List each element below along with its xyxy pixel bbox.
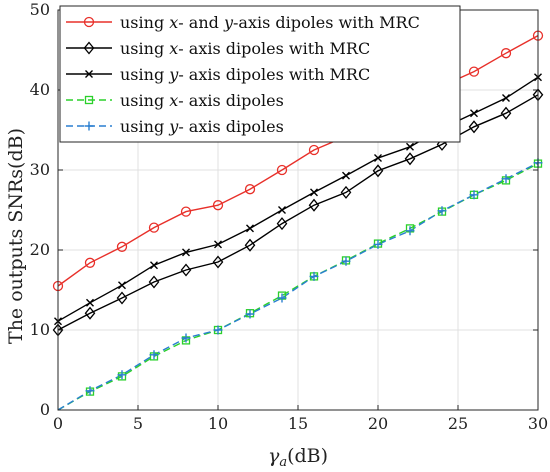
- x-tick-label: 30: [528, 414, 548, 433]
- data-point-s5: [85, 386, 95, 396]
- data-point-s5: [405, 226, 415, 236]
- x-tick-label: 10: [208, 414, 228, 433]
- data-point-s3: [374, 154, 382, 162]
- data-point-s1: [468, 66, 480, 77]
- legend-entry-3: using y- axis dipoles with MRC: [120, 65, 370, 84]
- data-point-s5: [309, 271, 319, 281]
- data-point-s1: [244, 184, 256, 195]
- data-point-s2: [372, 164, 384, 178]
- data-point-s5: [437, 206, 447, 216]
- data-point-s3: [214, 240, 222, 249]
- data-point-s2: [244, 238, 256, 252]
- data-point-s1: [500, 48, 512, 59]
- legend-swatch-marker-2: [83, 41, 95, 55]
- data-point-s2: [84, 306, 96, 320]
- data-point-s1: [148, 222, 160, 233]
- data-point-s5: [181, 333, 191, 343]
- data-point-s2: [468, 120, 480, 134]
- data-point-s5: [277, 293, 287, 303]
- data-point-s3: [86, 298, 94, 307]
- data-point-s3: [502, 94, 510, 102]
- data-point-s3: [470, 109, 478, 118]
- x-tick-label: 25: [448, 414, 468, 433]
- data-point-s3: [118, 281, 126, 290]
- data-point-s5: [117, 370, 127, 380]
- legend: using x- and y-axis dipoles with MRC usi…: [59, 5, 461, 143]
- data-point-s2: [404, 152, 416, 166]
- legend-swatch-marker-3: [85, 70, 93, 78]
- data-point-s2: [148, 275, 160, 289]
- data-point-s2: [436, 137, 448, 151]
- y-axis-label: The outputs SNRs(dB): [5, 128, 27, 344]
- data-point-s3: [406, 142, 414, 151]
- legend-swatch-marker-4: [84, 95, 94, 105]
- data-point-s5: [373, 239, 383, 249]
- y-tick-label: 30: [30, 160, 50, 179]
- x-tick-label: 15: [288, 414, 308, 433]
- y-tick-label: 10: [30, 320, 50, 339]
- data-point-s2: [212, 255, 224, 269]
- data-point-s1: [276, 164, 288, 176]
- series-line-5: [57, 162, 539, 411]
- data-point-s1: [84, 257, 96, 268]
- data-point-s1: [116, 241, 128, 252]
- data-point-s2: [308, 198, 320, 212]
- y-tick-label: 50: [30, 0, 50, 19]
- x-tick-label: 5: [133, 414, 143, 433]
- data-point-s5: [245, 309, 255, 319]
- data-point-s2: [340, 185, 352, 199]
- x-tick-label: 20: [368, 414, 388, 433]
- y-tick-label: 0: [40, 400, 50, 419]
- data-point-s1: [308, 144, 320, 156]
- x-tick-label: 0: [53, 414, 63, 433]
- data-point-s3: [310, 188, 318, 197]
- data-point-s2: [180, 263, 192, 277]
- x-axis-label: γa(dB): [268, 445, 328, 470]
- axis-ticks: 0 5 10 15 20 25 30 0 10 20 30 40 50: [30, 0, 549, 433]
- legend-swatches: [66, 16, 112, 131]
- data-point-s5: [469, 190, 479, 200]
- data-point-s3: [150, 261, 158, 270]
- legend-entry-1: using x- and y-axis dipoles with MRC: [120, 13, 420, 32]
- data-point-s5: [341, 256, 351, 266]
- y-tick-label: 20: [30, 240, 50, 259]
- legend-entry-4: using x- axis dipoles: [120, 91, 284, 110]
- data-point-s2: [500, 106, 512, 120]
- data-point-s5: [501, 174, 511, 184]
- data-point-s3: [182, 248, 190, 257]
- legend-entry-5: using y- axis dipoles: [120, 117, 284, 136]
- data-point-s5: [213, 325, 223, 335]
- legend-swatch-marker-1: [83, 16, 95, 28]
- data-point-s5: [149, 350, 159, 360]
- data-point-s2: [116, 291, 128, 305]
- x-axis-label-symbol: γ: [268, 445, 280, 467]
- legend-swatch-marker-5: [84, 121, 94, 131]
- data-point-s3: [342, 171, 350, 180]
- x-axis-label-subscript: a: [279, 455, 287, 470]
- legend-entry-2: using x- axis dipoles with MRC: [120, 39, 370, 58]
- x-axis-label-unit: (dB): [287, 445, 328, 467]
- data-point-s1: [180, 206, 192, 217]
- data-point-s3: [278, 206, 286, 214]
- legend-box: [59, 5, 461, 143]
- data-point-s3: [246, 224, 254, 233]
- data-point-s1: [212, 200, 224, 211]
- data-point-s2: [276, 217, 288, 231]
- y-tick-label: 40: [30, 80, 50, 99]
